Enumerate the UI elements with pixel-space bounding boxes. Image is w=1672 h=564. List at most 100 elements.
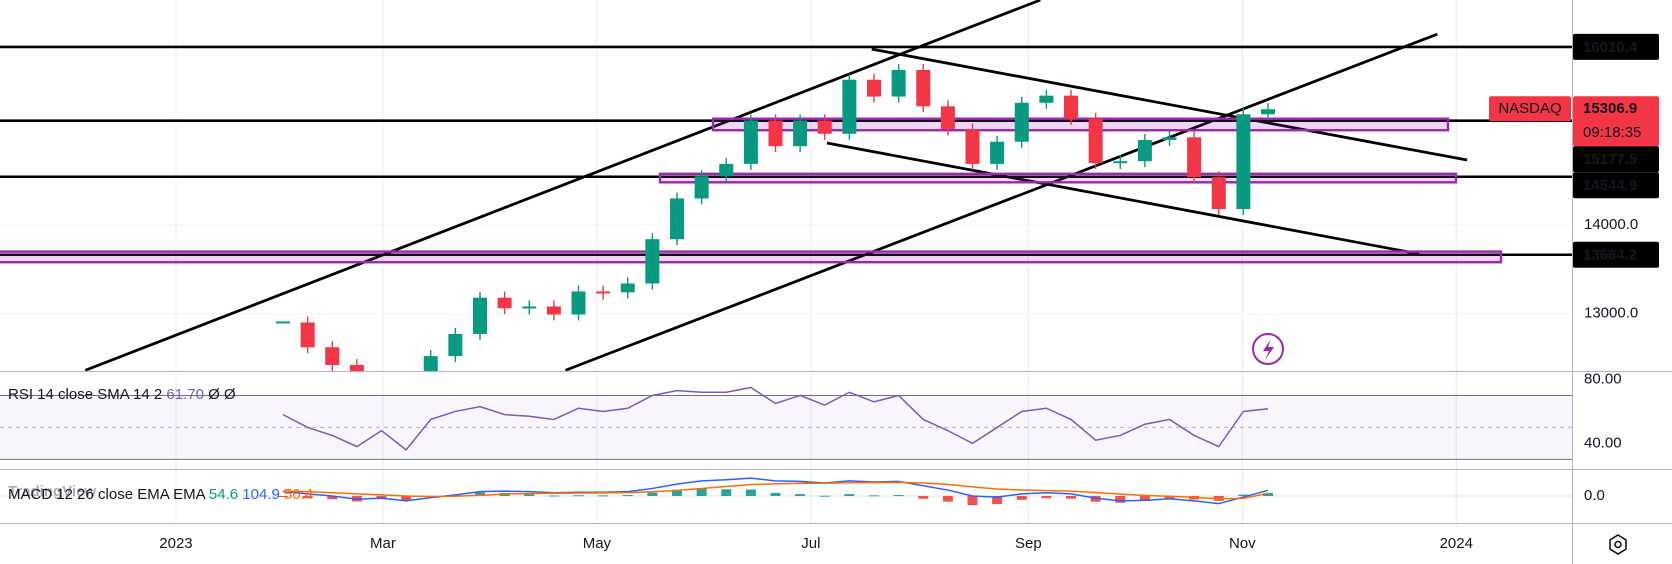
trend-lines xyxy=(84,0,1468,371)
candle xyxy=(1064,95,1078,119)
x-tick-label: Mar xyxy=(370,535,396,552)
macd-histogram-bar xyxy=(548,495,559,497)
macd-histogram-bar xyxy=(819,495,830,497)
candle xyxy=(300,322,315,348)
macd-legend: MACD 12 26 close EMA EMA 54.6 104.9 50.4 xyxy=(8,486,313,503)
last-price-label: 15306.9 xyxy=(1583,100,1637,117)
rsi-legend-part: Ø xyxy=(208,386,220,403)
level-label-box xyxy=(1573,241,1659,268)
x-tick-label: Sep xyxy=(1015,535,1042,552)
indicator-panes xyxy=(0,386,1572,506)
candle xyxy=(867,79,881,97)
macd-histogram-bar xyxy=(721,489,732,496)
macd-histogram-bar xyxy=(795,494,806,496)
x-tick-label: 2024 xyxy=(1440,535,1473,552)
macd-histogram-bar xyxy=(893,495,904,497)
candle xyxy=(1088,118,1103,163)
macd-legend-part: MACD 12 26 close EMA EMA xyxy=(8,486,206,503)
candle xyxy=(817,120,832,134)
candle xyxy=(1211,177,1226,210)
zone xyxy=(711,117,1450,132)
macd-legend-part: 50.4 xyxy=(284,486,313,503)
candle xyxy=(1014,102,1029,142)
settings-icon-center xyxy=(1614,540,1622,549)
candle xyxy=(940,106,955,130)
macd-histogram-bar xyxy=(524,494,535,496)
y-tick-label: 13000.0 xyxy=(1584,305,1638,322)
alert-icon[interactable] xyxy=(1252,333,1284,365)
zone xyxy=(0,250,1503,264)
candle xyxy=(719,163,734,177)
rsi-legend: RSI 14 close SMA 14 2 61.70 Ø Ø xyxy=(8,386,236,403)
candle xyxy=(1137,139,1152,162)
rsi-legend-part: 61.70 xyxy=(166,386,204,403)
candle xyxy=(448,333,463,357)
macd-histogram-bar xyxy=(1066,496,1076,499)
candle xyxy=(965,129,980,164)
y-tick-label: 14000.0 xyxy=(1584,216,1638,233)
candle xyxy=(645,239,660,284)
macd-histogram-bar xyxy=(1016,496,1027,500)
countdown-label: 09:18:35 xyxy=(1583,124,1641,141)
settings-icon[interactable] xyxy=(1609,534,1627,555)
macd-histogram-bar xyxy=(1041,496,1052,499)
main-pane xyxy=(0,0,1572,371)
macd-histogram-bar xyxy=(745,489,756,496)
macd-histogram-bar xyxy=(1115,496,1126,503)
zone xyxy=(658,172,1458,184)
candle xyxy=(1187,137,1202,178)
candle xyxy=(276,321,290,324)
macd-histogram-bar xyxy=(844,494,855,496)
rsi-line xyxy=(282,386,1269,451)
trend-line xyxy=(826,141,1420,256)
macd-histogram-bar xyxy=(1238,494,1249,496)
candle xyxy=(768,120,783,147)
macd-histogram-bar xyxy=(770,493,781,496)
candle xyxy=(325,347,340,365)
macd-histogram-bar xyxy=(401,496,412,501)
trend-line xyxy=(871,47,1468,162)
rsi-tick-label: 80.00 xyxy=(1584,370,1622,387)
candle xyxy=(916,69,931,107)
x-tick-label: 2023 xyxy=(159,535,192,552)
candle xyxy=(670,198,684,240)
candle xyxy=(891,69,906,97)
last-price-box xyxy=(1573,96,1659,147)
macd-legend-part: 104.9 xyxy=(242,486,280,503)
macd-histogram-bar xyxy=(1164,496,1175,499)
channel-line xyxy=(84,0,1041,371)
candle xyxy=(1162,137,1177,140)
macd-histogram-bar xyxy=(622,495,633,497)
watermark: TradingView xyxy=(8,483,96,500)
candle xyxy=(990,141,1005,164)
level-label-box xyxy=(1573,172,1659,199)
macd-histogram-bar xyxy=(278,496,288,497)
macd-legend-part: 54.6 xyxy=(209,486,238,503)
macd-histogram-bar xyxy=(327,496,338,500)
x-tick-label: May xyxy=(583,535,612,552)
candle xyxy=(793,120,808,147)
x-tick-label: Jul xyxy=(801,535,820,552)
macd-histogram-bar xyxy=(573,495,584,497)
macd-histogram-bar xyxy=(992,496,1003,505)
level-label-box xyxy=(1573,33,1659,60)
candle xyxy=(842,79,857,134)
candle xyxy=(620,283,635,293)
alert-icon-bolt xyxy=(1263,339,1274,360)
candle xyxy=(596,291,611,294)
macd-histogram-bar xyxy=(647,492,658,496)
candle xyxy=(497,297,512,309)
candle xyxy=(473,297,487,334)
symbol-label-box xyxy=(1489,96,1571,122)
level-label: 14544.9 xyxy=(1583,177,1637,194)
candle xyxy=(1113,161,1128,164)
rsi-legend-part: Ø xyxy=(224,386,236,403)
channel-line xyxy=(565,32,1438,371)
macd-histogram-bar xyxy=(942,496,953,502)
candle xyxy=(349,364,364,371)
candle xyxy=(571,291,586,315)
level-label: 16010.4 xyxy=(1583,39,1638,56)
macd-tick-label: 0.0 xyxy=(1584,487,1605,504)
